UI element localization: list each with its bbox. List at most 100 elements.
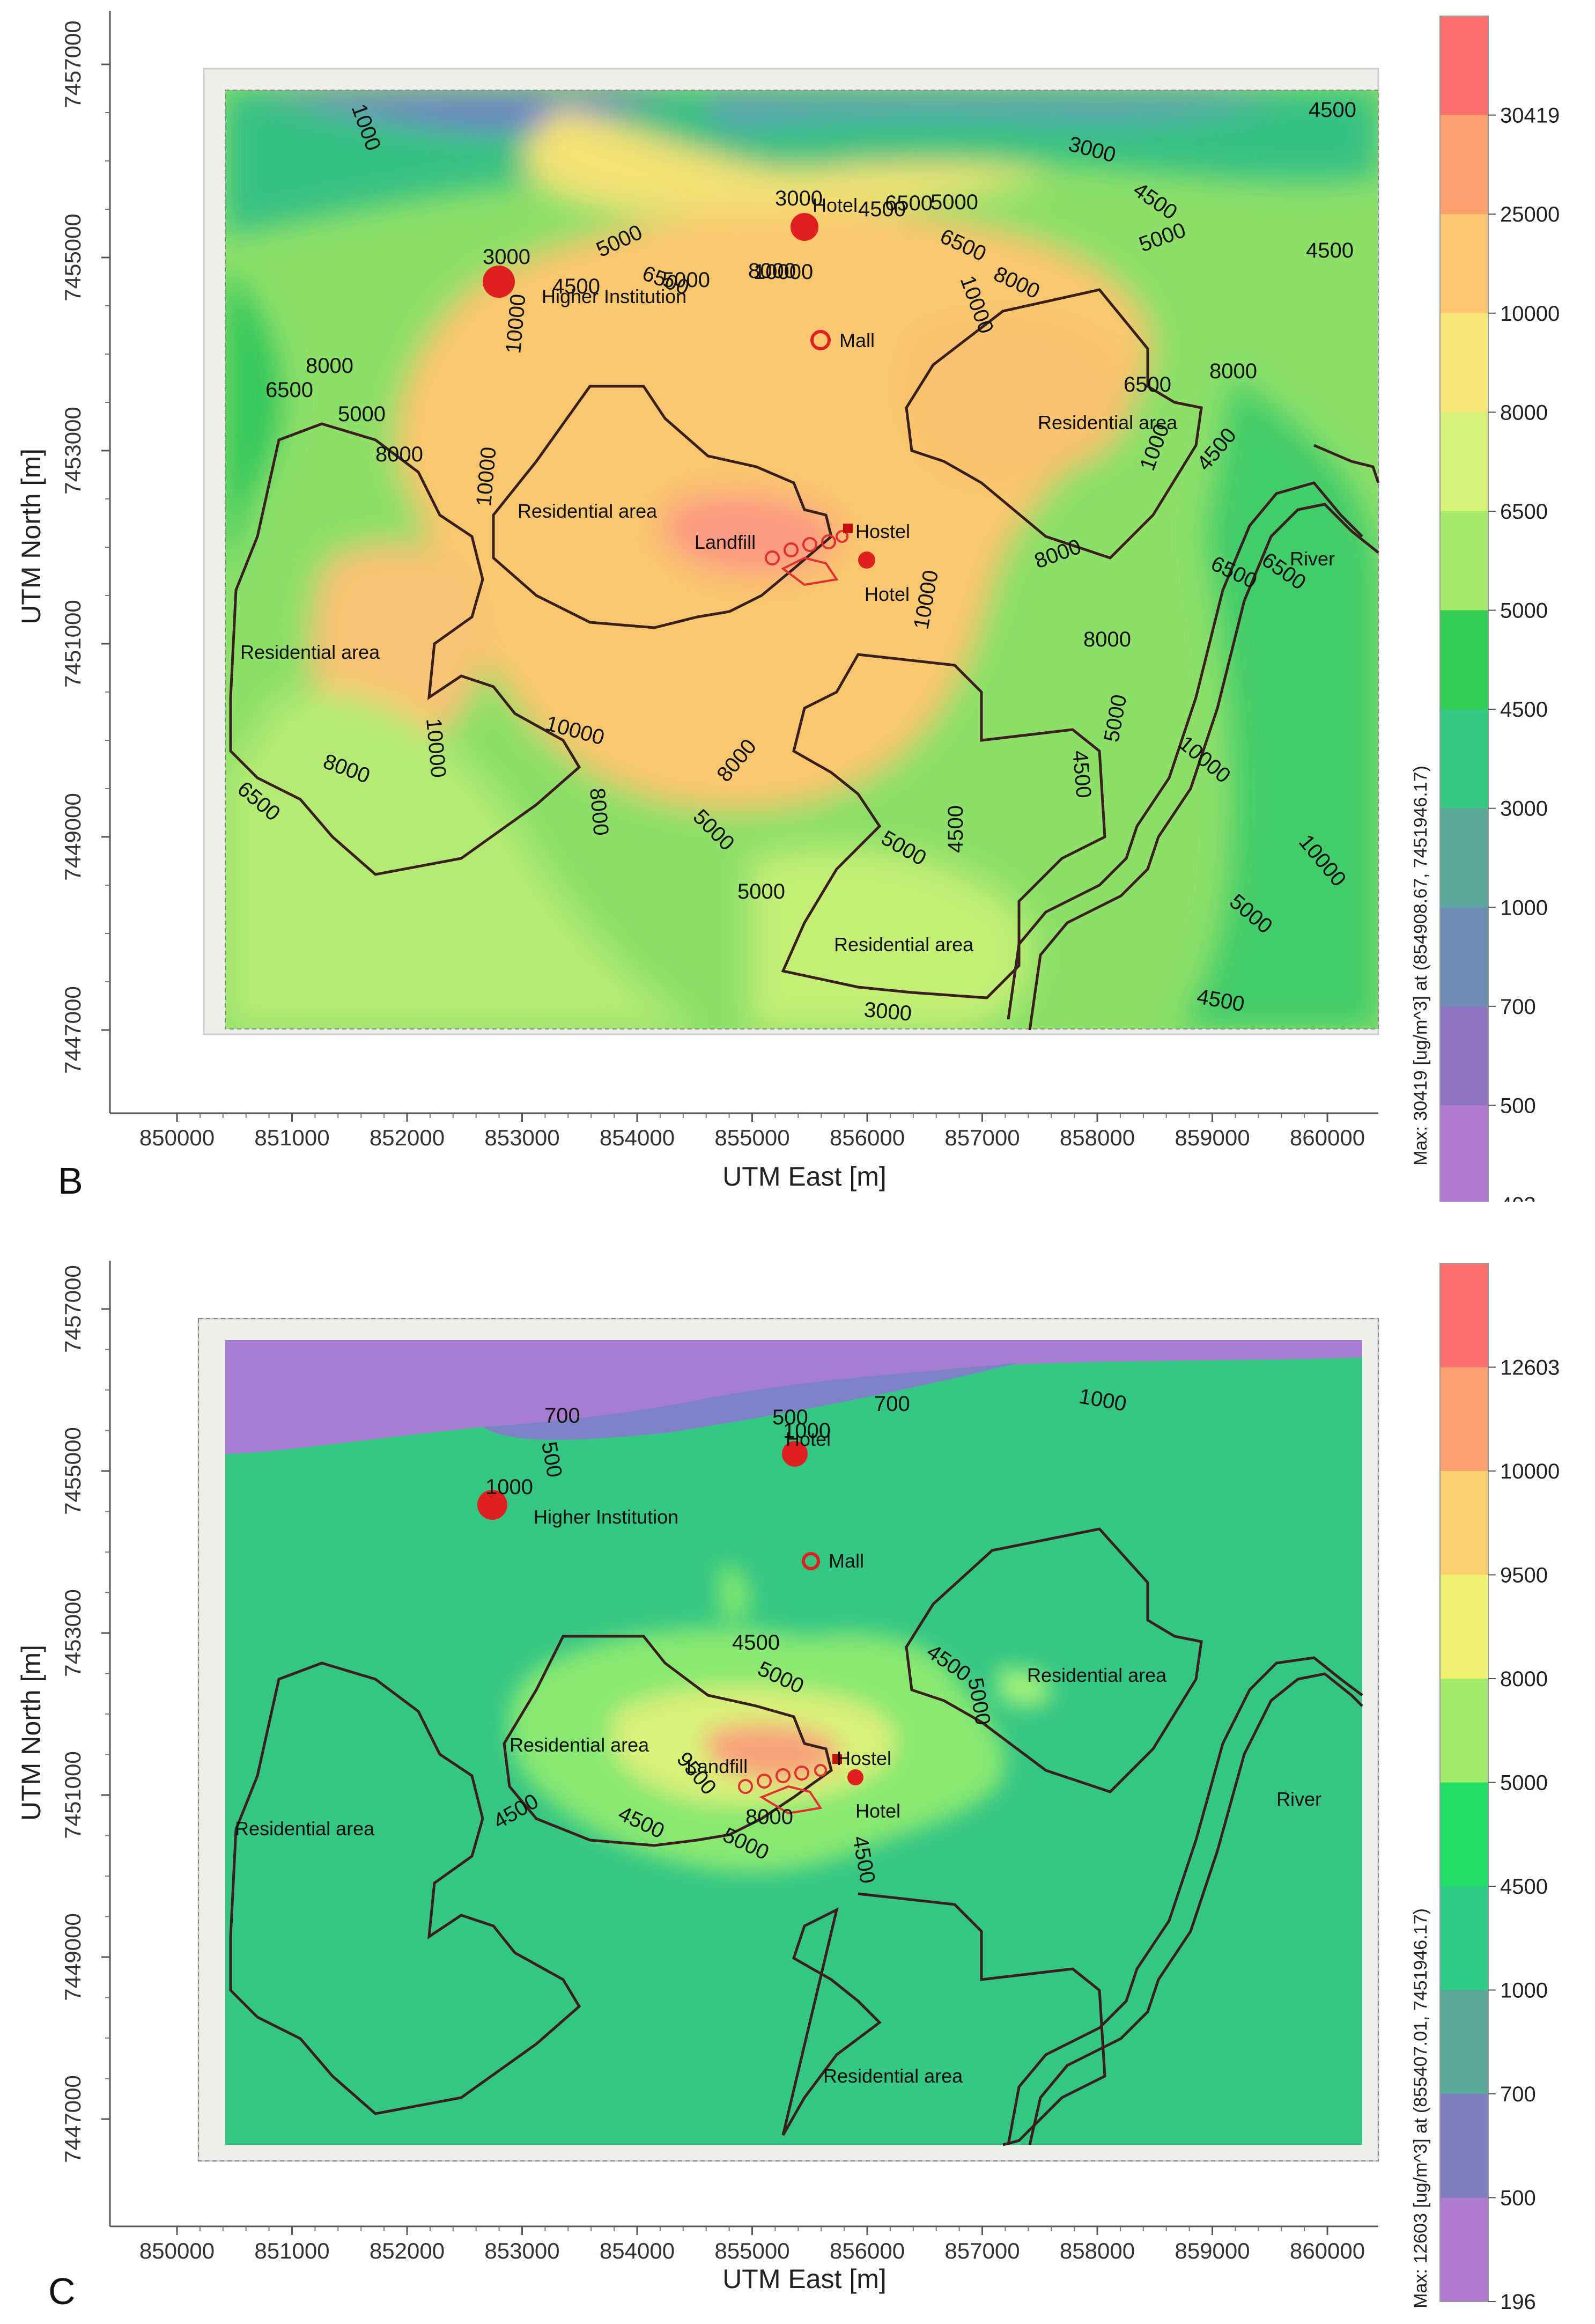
label-higher-institution: Higher Institution: [534, 1506, 678, 1528]
concentration-field-b: [225, 90, 1378, 1029]
label-mall: Mall: [839, 329, 875, 351]
x-tick-label: 854000: [600, 1125, 675, 1150]
x-tick-label: 853000: [484, 2238, 559, 2263]
contour-label: 4500: [944, 805, 968, 853]
colorbar-swatch: [1440, 709, 1488, 809]
landfill-outline: [781, 556, 839, 586]
x-tick-label: 859000: [1175, 2238, 1250, 2263]
colorbar-label: 9500: [1500, 1564, 1548, 1587]
colorbar-label: 25000: [1500, 203, 1560, 226]
residential-boundary-bottom: [781, 653, 1106, 999]
higher-institution-marker: [477, 1490, 507, 1520]
panel-letter-c: C: [48, 2270, 76, 2312]
y-tick-label: 7449000: [60, 793, 85, 881]
x-tick-label: 858000: [1060, 2238, 1135, 2263]
x-tick-label: 853000: [484, 1125, 559, 1150]
label-landfill: Landfill: [686, 1755, 748, 1777]
colorbar-swatch: [1440, 16, 1488, 116]
contour-label: 5000: [338, 402, 386, 426]
label-river: River: [1290, 548, 1335, 570]
label-residential-bottom: Residential area: [834, 933, 974, 955]
x-tick-label: 851000: [254, 2238, 329, 2263]
colorbar-label: 4500: [1500, 1875, 1548, 1899]
y-tick-label: 7451000: [60, 600, 85, 688]
contour-label: 700: [874, 1392, 910, 1416]
landfill-cell: [836, 530, 848, 543]
landfill-outline: [759, 1785, 823, 1815]
contour-label: 4500: [732, 1631, 780, 1654]
contour-label: 10000: [422, 717, 451, 779]
residential-boundaries-c: [229, 1527, 1363, 2146]
contour-label: 8000: [748, 259, 796, 283]
landfill-cell: [784, 542, 799, 557]
contour-label: 3000: [863, 998, 912, 1026]
colorbar-swatch: [1440, 1367, 1488, 1472]
colorbar-label: 500: [1500, 2187, 1536, 2210]
hotel-top-marker: [791, 213, 818, 241]
contour-label: 4500: [858, 197, 906, 221]
contour-label: 1000: [783, 1419, 831, 1443]
colorbar-swatch: [1440, 1471, 1488, 1576]
x-tick-label: 858000: [1060, 1125, 1135, 1150]
landfill-cell: [794, 1766, 809, 1781]
x-tick-label: 857000: [944, 2238, 1020, 2263]
colorbar-caption-c: Max: 12603 [ug/m^3] at (855407.01, 74519…: [1411, 1908, 1431, 2308]
label-residential-center: Residential area: [518, 500, 658, 522]
label-residential-right: Residential area: [1027, 1664, 1167, 1686]
x-tick-label: 855000: [714, 1125, 789, 1150]
colorbar-swatch: [1440, 1006, 1488, 1106]
label-hotel-top: Hotel: [786, 1428, 831, 1450]
colorbar-label: 500: [1500, 1094, 1536, 1117]
contour-label: 4500: [1309, 98, 1356, 122]
river-bank-west: [1007, 1656, 1363, 2145]
river-bank-east: [1028, 503, 1379, 1031]
colorbar-swatch: [1440, 511, 1488, 611]
contour-label: 3000: [775, 187, 823, 210]
colorbar-label: 12603: [1500, 1356, 1560, 1380]
river-bank-east: [1028, 1672, 1363, 2145]
axis-ticks-c: 850000 851000 852000 853000 854000 855000 8560…: [60, 1265, 1365, 2263]
landfill-cell: [757, 1774, 772, 1789]
landfill-cell: [765, 550, 780, 565]
colorbar-swatch: [1440, 214, 1488, 314]
x-tick-label: 852000: [370, 1125, 445, 1150]
landfill-cells-c: [738, 1764, 827, 1815]
colorbar-swatch: [1440, 1575, 1488, 1679]
contour-label: 5000: [737, 880, 785, 903]
contour-label: 1000: [485, 1475, 533, 1499]
colorbar-label: 1000: [1500, 1979, 1548, 2003]
colorbar-label: 5000: [1500, 1771, 1548, 1795]
colorbar-swatch: [1440, 1990, 1488, 2094]
y-tick-label: 7447000: [60, 986, 85, 1074]
x-tick-label: 850000: [139, 1125, 215, 1150]
concentration-map-b: Hotel Higher Institution Mall Residentia…: [16, 11, 1560, 1217]
mall-marker: [802, 1552, 820, 1570]
hotel-center-marker: [858, 551, 875, 569]
y-tick-label: 7453000: [60, 1589, 85, 1677]
contour-label: 700: [544, 1404, 580, 1428]
colorbar-swatch: [1440, 610, 1488, 710]
landfill-cell: [776, 1768, 791, 1783]
colorbar-label: 403: [1500, 1193, 1536, 1202]
hotel-center-marker: [847, 1769, 863, 1785]
label-hostel: Hostel: [855, 520, 910, 542]
colorbar-label: 8000: [1500, 401, 1548, 424]
colorbar-label: 6500: [1500, 500, 1548, 524]
colorbar-label: 4500: [1500, 698, 1548, 722]
contour-label: 5000: [931, 190, 978, 214]
residential-boundary-center: [492, 385, 833, 629]
x-tick-label: 856000: [830, 1125, 905, 1150]
river-segment: [1313, 444, 1380, 483]
hotel-top-marker: [782, 1441, 808, 1467]
y-tick-label: 7457000: [60, 1265, 85, 1353]
residential-boundaries-b: [229, 288, 1380, 1031]
contour-label: 8000: [1209, 359, 1257, 383]
contour-label: 3000: [483, 245, 530, 269]
colorbar-swatch: [1440, 1886, 1488, 1991]
label-residential-right: Residential area: [1038, 411, 1178, 433]
colorbar-swatch: [1440, 1263, 1488, 1368]
x-tick-label: 860000: [1290, 1125, 1365, 1150]
colorbar-label: 30419: [1500, 104, 1560, 128]
colorbar-swatch: [1440, 313, 1488, 413]
label-river: River: [1276, 1788, 1321, 1810]
